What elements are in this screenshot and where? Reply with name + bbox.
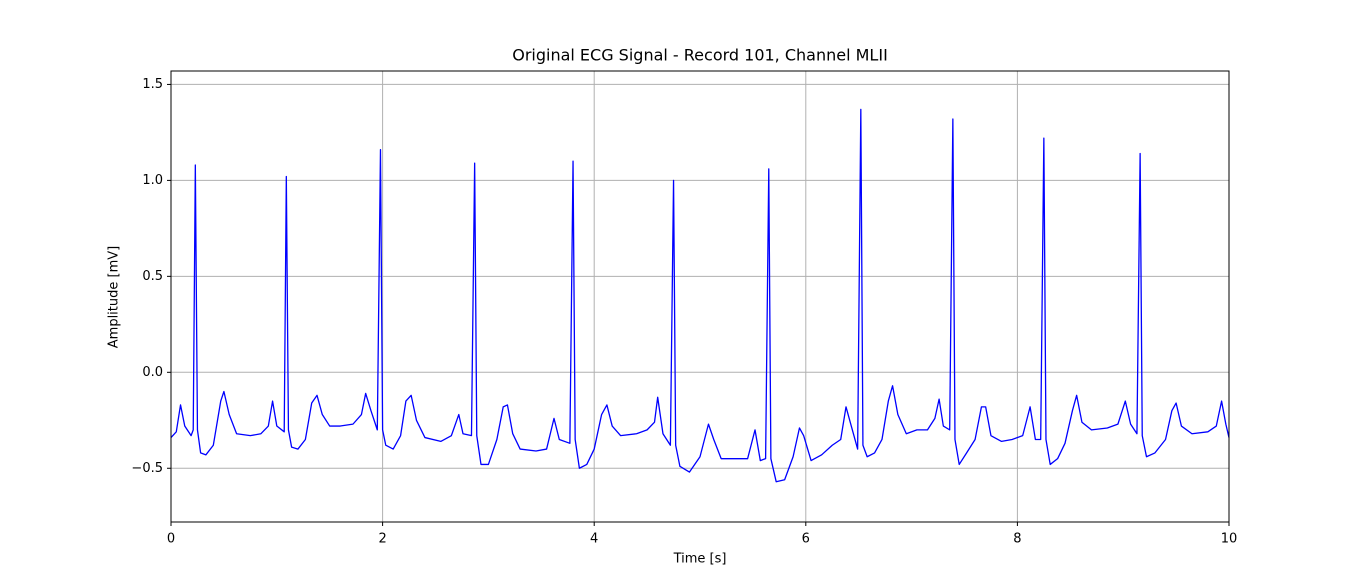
signal-line	[170, 108, 1230, 483]
x-axis-label: Time [s]	[673, 552, 727, 567]
y-tick-label: 1.5	[142, 77, 163, 92]
x-tick-label: 6	[802, 532, 810, 547]
y-tick-label: 1.0	[142, 173, 163, 188]
x-tick-label: 8	[1013, 532, 1021, 547]
x-tick-label: 2	[378, 532, 386, 547]
y-tick-label: −0.5	[131, 461, 163, 476]
y-axis-label: Amplitude [mV]	[107, 246, 122, 348]
x-tick-label: 0	[167, 532, 175, 547]
y-tick-label: 0.5	[142, 269, 163, 284]
plot-frame	[170, 70, 1230, 523]
x-tick-label: 4	[590, 532, 598, 547]
y-tick-label: 0.0	[142, 365, 163, 380]
chart-title: Original ECG Signal - Record 101, Channe…	[512, 46, 888, 65]
x-tick-label: 10	[1221, 532, 1238, 547]
